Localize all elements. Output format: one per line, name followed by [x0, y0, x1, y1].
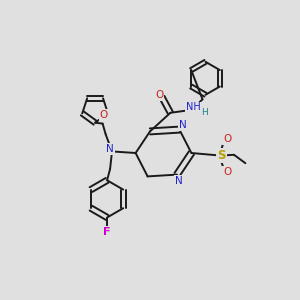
Text: O: O — [223, 167, 232, 177]
Text: NH: NH — [186, 102, 201, 112]
Text: F: F — [103, 227, 111, 237]
Text: O: O — [155, 90, 163, 100]
Text: S: S — [217, 149, 226, 162]
Text: N: N — [175, 176, 182, 186]
Text: O: O — [100, 110, 108, 120]
Text: N: N — [178, 120, 186, 130]
Text: H: H — [201, 108, 208, 117]
Text: O: O — [223, 134, 232, 144]
Text: N: N — [106, 144, 114, 154]
